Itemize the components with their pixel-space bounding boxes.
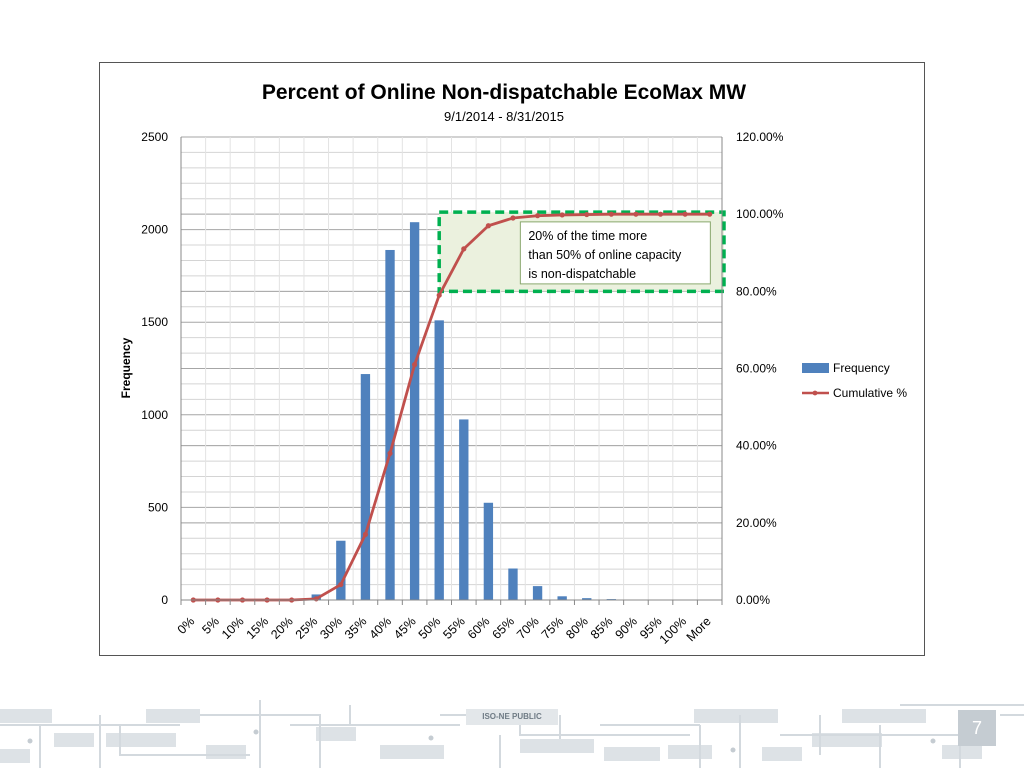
bar-50% — [434, 320, 444, 600]
annotation-text-line: 20% of the time more — [528, 229, 647, 243]
cumulative-point-80% — [584, 211, 590, 218]
legend-frequency-label: Frequency — [833, 361, 890, 375]
cumulative-point-40% — [387, 450, 393, 456]
y2-tick-label: 100.00% — [736, 207, 784, 221]
annotation-text-line: is non-dispatchable — [528, 267, 636, 281]
y-tick-label: 1000 — [141, 408, 168, 422]
chart-svg: 20% of the time more than 50% of online c… — [119, 81, 907, 647]
y-tick-label: 500 — [148, 500, 168, 514]
cumulative-point-95% — [657, 211, 664, 217]
x-tick-label: 75% — [539, 614, 567, 642]
bar-40% — [385, 249, 395, 601]
cumulative-point-50% — [436, 292, 442, 298]
annotation-textbox — [519, 221, 711, 285]
x-tick-label: 35% — [342, 614, 370, 642]
legend: Frequency Cumulative % — [802, 361, 907, 400]
x-tick-label: 80% — [563, 614, 591, 642]
y2-tick-label: 60.00% — [736, 362, 777, 376]
x-tick-label: 40% — [367, 614, 395, 642]
footer-label: ISO-NE PUBLIC — [466, 709, 558, 725]
bar-55% — [459, 419, 469, 600]
cumulative-point-More — [707, 211, 713, 217]
cumulative-point-25% — [313, 596, 319, 602]
y2-tick-label: 40.00% — [736, 439, 777, 453]
y2-tick-label: 120.00% — [736, 130, 784, 144]
x-tick-label: 90% — [612, 614, 640, 642]
bar-35% — [360, 374, 371, 600]
x-tick-label: 10% — [219, 614, 247, 642]
x-tick-label: 100% — [657, 614, 690, 647]
cumulative-point-55% — [461, 246, 467, 252]
y-tick-label: 0 — [161, 593, 168, 607]
cumulative-point-90% — [633, 211, 639, 217]
cumulative-point-100% — [682, 211, 688, 217]
x-tick-label: 30% — [317, 614, 345, 642]
y2-tick-label: 0.00% — [736, 593, 770, 607]
cumulative-point-35% — [362, 531, 369, 538]
x-tick-label: More — [684, 614, 714, 644]
y2-tick-label: 20.00% — [736, 516, 777, 530]
legend-frequency-swatch — [802, 363, 829, 373]
x-tick-label: 15% — [244, 614, 272, 642]
chart-subtitle: 9/1/2014 - 8/31/2015 — [444, 109, 564, 124]
y-axis-label: Frequency — [119, 337, 133, 398]
x-tick-label: 70% — [514, 614, 542, 642]
cumulative-point-85% — [608, 211, 614, 217]
cumulative-point-30% — [338, 581, 344, 588]
bar-45% — [409, 222, 420, 600]
legend-cumulative-label: Cumulative % — [833, 386, 907, 400]
x-tick-label: 65% — [489, 614, 517, 642]
bar-60% — [483, 502, 494, 600]
x-tick-label: 25% — [293, 614, 321, 642]
y-tick-label: 2500 — [141, 130, 168, 144]
x-tick-label: 85% — [588, 614, 616, 642]
legend-cumulative-marker — [812, 390, 818, 396]
x-tick-label: 0% — [175, 614, 198, 637]
x-tick-label: 45% — [391, 614, 419, 642]
bar-30% — [336, 540, 346, 600]
footer-decoration — [0, 695, 1024, 768]
bar-75% — [557, 596, 567, 600]
x-tick-label: 5% — [199, 614, 222, 637]
x-tick-label: 50% — [416, 614, 444, 642]
y-tick-label: 2000 — [141, 223, 168, 237]
cumulative-point-60% — [485, 223, 491, 229]
annotation-text-line: than 50% of online capacity — [528, 248, 682, 262]
x-tick-label: 55% — [440, 614, 468, 642]
bar-65% — [508, 568, 518, 600]
bar-80% — [582, 598, 592, 600]
y2-tick-label: 80.00% — [736, 284, 777, 298]
cumulative-point-65% — [510, 215, 516, 221]
circuit-pattern — [0, 700, 1024, 768]
cumulative-point-45% — [412, 362, 418, 368]
page-number: 7 — [958, 710, 996, 746]
x-tick-label: 60% — [465, 614, 493, 642]
x-tick-label: 20% — [268, 614, 296, 642]
cumulative-point-70% — [534, 213, 541, 219]
bar-70% — [532, 586, 543, 600]
cumulative-point-75% — [559, 212, 565, 218]
chart-title: Percent of Online Non-dispatchable EcoMa… — [262, 81, 746, 104]
y-tick-label: 1500 — [141, 315, 168, 329]
chart-frame: 20% of the time more than 50% of online c… — [99, 62, 925, 656]
